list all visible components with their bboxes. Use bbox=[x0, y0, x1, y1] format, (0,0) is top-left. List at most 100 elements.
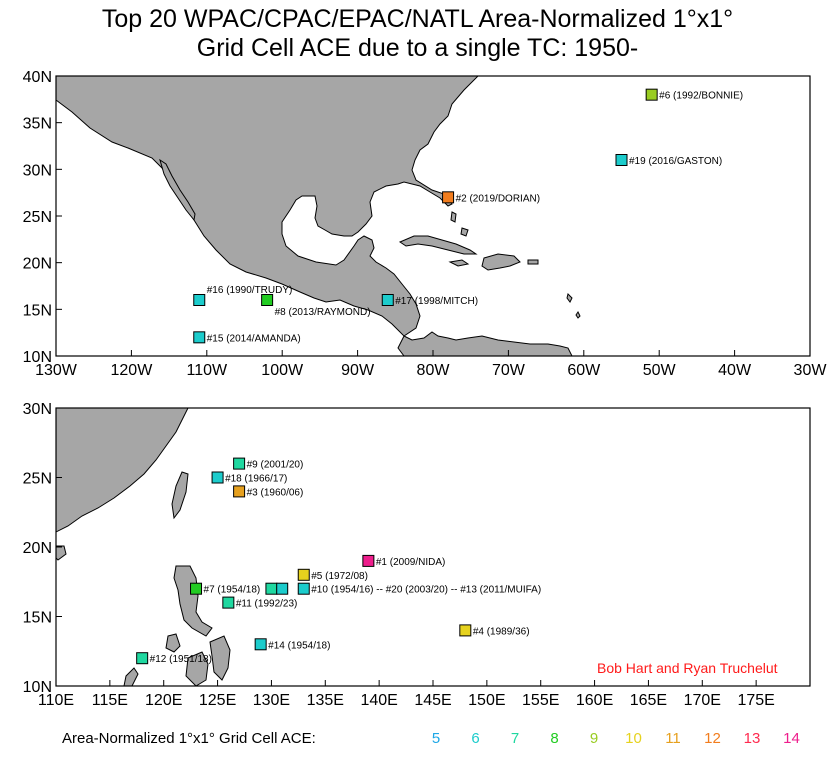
top-x-tick-label: 80W bbox=[417, 362, 451, 379]
bottom-x-tick-label: 125E bbox=[199, 692, 236, 709]
top-y-tick-label: 40N bbox=[23, 69, 52, 86]
tc-marker-label: #15 (2014/AMANDA) bbox=[207, 333, 301, 344]
tc-grid-cell-marker bbox=[233, 485, 246, 498]
top-x-tick-label: 100W bbox=[261, 362, 304, 379]
tc-grid-cell-marker bbox=[261, 294, 274, 306]
tc-marker-label: #3 (1960/06) bbox=[247, 487, 304, 498]
puerto-rico-island bbox=[527, 259, 539, 265]
bottom-x-tick-label: 150E bbox=[468, 692, 505, 709]
tc-grid-cell-marker bbox=[193, 294, 206, 306]
china-landmass bbox=[56, 408, 189, 533]
bottom-y-tick-label: 10N bbox=[23, 679, 52, 696]
credit-text: Bob Hart and Ryan Truchelut bbox=[597, 660, 778, 676]
bottom-y-tick-label: 15N bbox=[23, 610, 52, 627]
tc-marker-label: #6 (1992/BONNIE) bbox=[659, 91, 743, 102]
samar-leyte-islands bbox=[209, 635, 231, 681]
bottom-y-tick-label: 25N bbox=[23, 471, 52, 488]
tc-grid-cell-marker bbox=[381, 294, 394, 306]
legend-label: Area-Normalized 1°x1° Grid Cell ACE: bbox=[62, 730, 316, 747]
bottom-map-axis-ticks: 110E 115E 120E 125E 130E 135E 140E 145E 150E 155E… bbox=[23, 401, 775, 709]
tc-marker-label: #7 (1954/18) bbox=[204, 585, 261, 596]
tc-grid-cell-marker bbox=[297, 582, 310, 595]
bottom-x-tick-label: 160E bbox=[576, 692, 613, 709]
western-pacific-map: 110E 115E 120E 125E 130E 135E 140E 145E 150E 155E… bbox=[23, 401, 811, 709]
hispaniola-island bbox=[481, 253, 521, 271]
taiwan-island bbox=[171, 471, 189, 520]
tc-marker-label: #11 (1992/23) bbox=[236, 599, 298, 610]
tc-grid-cell-marker bbox=[193, 331, 206, 344]
top-x-tick-label: 70W bbox=[492, 362, 526, 379]
top-x-tick-label: 130W bbox=[35, 362, 78, 379]
top-y-tick-label: 10N bbox=[23, 349, 52, 366]
jamaica-island bbox=[448, 259, 470, 267]
top-x-tick-label: 30W bbox=[794, 362, 828, 379]
tc-grid-cell-marker bbox=[362, 554, 375, 567]
baja-california-landmass bbox=[159, 158, 196, 222]
tc-marker-label: #4 (1989/36) bbox=[473, 626, 530, 637]
tc-grid-cell-marker bbox=[190, 582, 203, 595]
legend-value-14: 14 bbox=[783, 730, 800, 747]
cuba-island bbox=[398, 235, 478, 255]
tc-grid-cell-marker bbox=[645, 88, 658, 101]
top-y-tick-label: 15N bbox=[23, 302, 52, 319]
bottom-x-tick-label: 130E bbox=[253, 692, 290, 709]
bottom-x-tick-label: 115E bbox=[92, 692, 128, 709]
tc-marker-label: #10 (1954/16) -- #20 (2003/20) -- #13 (2… bbox=[311, 585, 541, 596]
tc-marker-label: #14 (1954/18) bbox=[268, 640, 330, 651]
visayas-islands bbox=[185, 651, 209, 686]
legend-value-12: 12 bbox=[704, 730, 721, 747]
tc-marker-label: #19 (2016/GASTON) bbox=[629, 156, 722, 167]
luzon-island bbox=[173, 565, 213, 637]
top-y-tick-label: 30N bbox=[23, 162, 52, 179]
tc-grid-cell-marker bbox=[265, 582, 278, 595]
top-x-tick-label: 40W bbox=[718, 362, 752, 379]
tc-grid-cell-marker bbox=[136, 652, 149, 665]
bottom-x-tick-label: 170E bbox=[684, 692, 721, 709]
bottom-y-tick-label: 30N bbox=[23, 401, 52, 418]
atlantic-epac-map: 130W 120W 110W 100W 90W 80W 70W 60W 50W 40W 30W 10N… bbox=[23, 69, 828, 379]
bottom-map-points: #9 (2001/20) #18 (1966/17) #3 (1960/06) #1 … bbox=[136, 457, 541, 665]
tc-marker-label: #1 (2009/NIDA) bbox=[376, 557, 445, 568]
legend-value-8: 8 bbox=[550, 730, 559, 747]
tc-marker-label: #12 (1951/18) bbox=[150, 654, 212, 665]
bottom-x-tick-label: 145E bbox=[414, 692, 451, 709]
tc-grid-cell-marker bbox=[459, 624, 472, 637]
tc-grid-cell-marker bbox=[615, 154, 628, 166]
legend-value-5: 5 bbox=[431, 730, 441, 747]
bahamas-islands bbox=[450, 211, 469, 237]
bottom-x-tick-label: 135E bbox=[307, 692, 344, 709]
bottom-x-tick-label: 165E bbox=[630, 692, 667, 709]
tc-marker-label: #18 (1966/17) bbox=[225, 474, 287, 485]
tc-grid-cell-marker bbox=[297, 568, 310, 581]
top-y-tick-label: 20N bbox=[23, 256, 52, 273]
tc-grid-cell-marker bbox=[233, 457, 246, 470]
legend-value-13: 13 bbox=[743, 730, 761, 747]
south-america-landmass bbox=[397, 331, 573, 356]
top-x-tick-label: 50W bbox=[643, 362, 677, 379]
mindoro-island bbox=[165, 633, 181, 653]
legend-value-11: 11 bbox=[665, 730, 681, 747]
tc-marker-label: #16 (1990/TRUDY) bbox=[207, 285, 293, 296]
legend-value-10: 10 bbox=[625, 730, 642, 747]
tc-grid-cell-marker bbox=[222, 596, 235, 609]
top-map-points: #6 (1992/BONNIE) #19 (2016/GASTON) #2 (201… bbox=[193, 88, 743, 344]
top-x-tick-label: 90W bbox=[341, 362, 375, 379]
palawan-island bbox=[123, 667, 139, 686]
legend-value-9: 9 bbox=[589, 730, 599, 747]
tc-marker-label: #17 (1998/MITCH) bbox=[395, 296, 478, 307]
hainan-island bbox=[56, 545, 67, 561]
bottom-y-tick-label: 20N bbox=[23, 540, 52, 557]
top-y-tick-label: 35N bbox=[23, 116, 52, 133]
bottom-x-tick-label: 140E bbox=[360, 692, 397, 709]
tc-marker-label: #8 (2013/RAYMOND) bbox=[275, 307, 371, 318]
north-america-landmass bbox=[56, 76, 479, 337]
top-x-tick-label: 60W bbox=[567, 362, 601, 379]
tc-grid-cell-marker bbox=[254, 638, 267, 651]
bottom-x-tick-label: 110E bbox=[38, 692, 74, 709]
legend-value-6: 6 bbox=[471, 730, 480, 747]
tc-grid-cell-marker bbox=[442, 191, 455, 204]
bottom-x-tick-label: 120E bbox=[145, 692, 182, 709]
bottom-x-tick-label: 175E bbox=[737, 692, 774, 709]
tc-grid-cell-marker bbox=[276, 582, 289, 595]
